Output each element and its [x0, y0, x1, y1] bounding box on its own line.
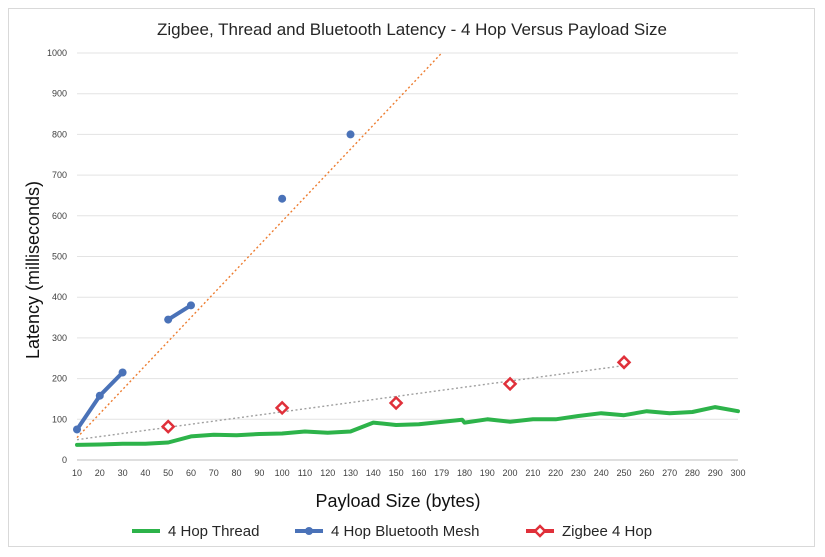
- y-tick-label: 800: [52, 129, 67, 139]
- bluetooth-point: [164, 315, 173, 324]
- x-tick-label: 179: [434, 468, 449, 478]
- bluetooth-point: [118, 368, 127, 377]
- chart-title: Zigbee, Thread and Bluetooth Latency - 4…: [157, 20, 667, 39]
- x-tick-label: 190: [480, 468, 495, 478]
- legend: 4 Hop Thread 4 Hop Bluetooth Mesh Zigbee 4…: [132, 523, 652, 540]
- x-tick-label: 240: [594, 468, 609, 478]
- x-tick-label: 180: [457, 468, 472, 478]
- legend-label: Zigbee 4 Hop: [562, 523, 652, 540]
- y-tick-label: 600: [52, 211, 67, 221]
- x-tick-label: 160: [411, 468, 426, 478]
- bluetooth-point: [346, 130, 355, 139]
- y-tick-label: 900: [52, 89, 67, 99]
- x-axis-label: Payload Size (bytes): [315, 491, 480, 511]
- y-tick-label: 500: [52, 252, 67, 262]
- x-tick-label: 20: [95, 468, 105, 478]
- x-tick-label: 260: [639, 468, 654, 478]
- series-markers: [73, 130, 632, 434]
- y-tick-label: 200: [52, 374, 67, 384]
- x-tick-label: 230: [571, 468, 586, 478]
- y-tick-label: 300: [52, 333, 67, 343]
- thread-series-line: [75, 405, 740, 447]
- x-tick-label: 10: [72, 468, 82, 478]
- y-tick-label: 0: [62, 455, 67, 465]
- y-tick-label: 1000: [47, 48, 67, 58]
- chart-border: [8, 8, 815, 547]
- bluetooth-point: [95, 391, 104, 400]
- x-tick-label: 120: [320, 468, 335, 478]
- trendline: [76, 52, 443, 439]
- x-tick-label: 30: [118, 468, 128, 478]
- trendlines: [76, 52, 625, 441]
- legend-label: 4 Hop Bluetooth Mesh: [331, 523, 479, 540]
- bluetooth-point: [73, 425, 81, 434]
- x-tick-label: 70: [209, 468, 219, 478]
- y-tick-label: 100: [52, 414, 67, 424]
- y-tick-label: 700: [52, 170, 67, 180]
- x-tick-label: 200: [503, 468, 518, 478]
- x-tick-label: 130: [343, 468, 358, 478]
- bluetooth-point: [278, 194, 287, 203]
- zigbee-point: [616, 355, 632, 370]
- x-tick-label: 140: [366, 468, 381, 478]
- y-tick-label: 400: [52, 292, 67, 302]
- zigbee-point: [502, 376, 518, 392]
- x-tick-label: 250: [617, 468, 632, 478]
- zigbee-point: [388, 395, 404, 411]
- x-tick-label: 90: [254, 468, 264, 478]
- y-axis-label: Latency (milliseconds): [23, 181, 43, 359]
- x-tick-label: 280: [685, 468, 700, 478]
- legend-marker-circle: [305, 527, 313, 535]
- zigbee-point: [274, 400, 290, 416]
- gridlines: [77, 52, 738, 461]
- bluetooth-point: [186, 301, 195, 310]
- x-axis-ticks: 10 20 30 40 50 60 70 80 90 100 110 120 130 140 150 160 1…: [72, 468, 746, 478]
- zigbee-point: [160, 419, 176, 434]
- x-tick-label: 60: [186, 468, 196, 478]
- legend-label: 4 Hop Thread: [168, 523, 259, 540]
- x-tick-label: 150: [389, 468, 404, 478]
- bluetooth-series-line: [167, 303, 193, 322]
- x-tick-label: 80: [232, 468, 242, 478]
- y-axis-ticks: 0 100 200 300 400 500 600 700 800 900 1000: [47, 48, 67, 465]
- x-tick-label: 110: [298, 468, 312, 478]
- x-tick-label: 220: [548, 468, 563, 478]
- x-tick-label: 210: [525, 468, 540, 478]
- x-tick-label: 300: [730, 468, 745, 478]
- x-tick-label: 40: [140, 468, 150, 478]
- series-lines: [75, 303, 740, 447]
- x-tick-label: 100: [275, 468, 290, 478]
- legend-marker-diamond: [533, 524, 547, 538]
- trendline: [76, 364, 625, 441]
- x-tick-label: 50: [163, 468, 173, 478]
- bluetooth-series-line: [75, 371, 125, 431]
- x-tick-label: 270: [662, 468, 677, 478]
- x-tick-label: 290: [708, 468, 723, 478]
